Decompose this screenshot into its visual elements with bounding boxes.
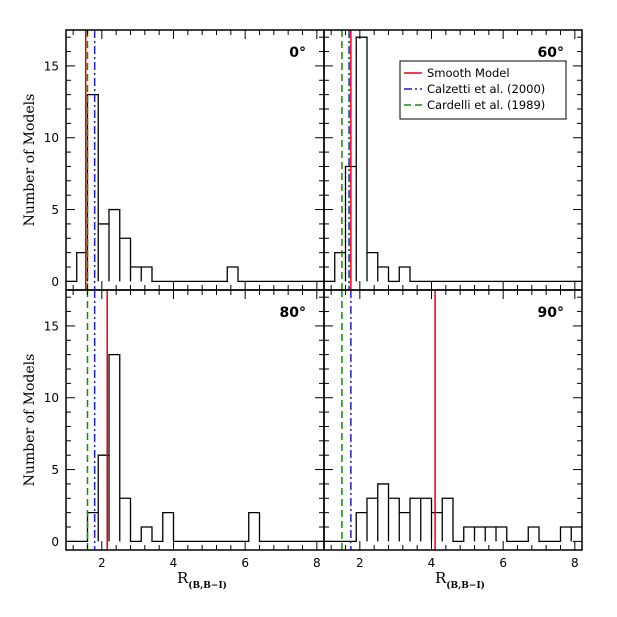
x-tick-label: 8: [313, 556, 321, 570]
panel-label: 60°: [538, 45, 564, 61]
panel-frame: [65, 289, 325, 551]
legend-label-cardelli_1989: Cardelli et al. (1989): [427, 98, 545, 112]
panel-label: 0°: [289, 45, 306, 61]
panel-90deg: 2 4 6 8 90° R(B,B−I): [323, 289, 583, 591]
y-axis-label: Number of Models: [22, 354, 38, 487]
panel-0deg: 0 5 10 15 0° Number of Models: [22, 29, 325, 291]
histogram-steps: [324, 483, 582, 543]
panel-80deg: 0 5 10 15 2 4 6 8 80° Number of Models R(B,B−I): [22, 289, 325, 591]
y-tick-label: 10: [44, 391, 59, 405]
y-tick-label: 10: [44, 131, 59, 145]
x-axis-label: R(B,B−I): [177, 569, 227, 591]
panel-label: 90°: [538, 305, 564, 321]
x-tick-label: 2: [98, 556, 106, 570]
y-tick-label: 5: [51, 463, 59, 477]
x-tick-label: 2: [356, 556, 364, 570]
y-tick-label: 0: [51, 275, 59, 289]
panel-frame: [323, 289, 583, 551]
panel-label: 80°: [280, 305, 306, 321]
x-tick-label: 8: [571, 556, 579, 570]
histogram-steps: [66, 353, 324, 543]
panel-frame: [65, 29, 325, 291]
x-tick-label: 6: [499, 556, 507, 570]
y-tick-label: 5: [51, 203, 59, 217]
legend: Smooth Model Calzetti et al. (2000) Cardel…: [399, 60, 567, 120]
legend-label-smooth_model: Smooth Model: [427, 66, 510, 80]
legend-box: [399, 60, 567, 120]
histogram-steps: [66, 93, 324, 283]
x-tick-label: 6: [241, 556, 249, 570]
y-tick-label: 0: [51, 535, 59, 549]
y-tick-label: 15: [44, 319, 59, 333]
x-tick-label: 4: [170, 556, 178, 570]
legend-label-calzetti_2000: Calzetti et al. (2000): [427, 82, 545, 96]
y-tick-label: 15: [44, 59, 59, 73]
x-tick-label: 4: [428, 556, 436, 570]
y-axis-label: Number of Models: [22, 94, 38, 227]
histogram-steps: [324, 36, 582, 283]
x-axis-label: R(B,B−I): [435, 569, 485, 591]
